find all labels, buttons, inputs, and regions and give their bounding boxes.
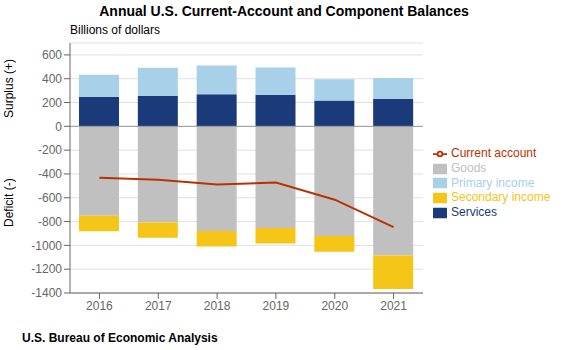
svg-text:2019: 2019: [263, 299, 290, 313]
svg-text:200: 200: [42, 96, 62, 110]
html-text:Goods: Goods: [451, 160, 487, 175]
svg-text:-1400: -1400: [31, 286, 62, 300]
svg-text:2017: 2017: [145, 299, 172, 313]
svg-text:-1200: -1200: [31, 262, 62, 276]
svg-text:0: 0: [55, 120, 62, 134]
svg-text:2020: 2020: [321, 299, 348, 313]
svg-text:2018: 2018: [204, 299, 231, 313]
html-text:Services: Services: [451, 205, 497, 220]
svg-text:400: 400: [42, 72, 62, 86]
svg-text:-400: -400: [38, 167, 62, 181]
svg-text:-200: -200: [38, 143, 62, 157]
html-text:Annual U.S. Current-Account an: Annual U.S. Current-Account and Componen…: [99, 3, 469, 19]
html-text:Deficit (-): Deficit (-): [2, 178, 16, 228]
html-text:U.S. Bureau of Economic Analys: U.S. Bureau of Economic Analysis: [22, 331, 218, 345]
svg-text:2016: 2016: [86, 299, 113, 313]
html-text:Surplus (+): Surplus (+): [2, 58, 16, 118]
html-text:Current account: Current account: [451, 145, 537, 160]
svg-text:600: 600: [42, 48, 62, 62]
svg-text:-800: -800: [38, 215, 62, 229]
svg-text:-600: -600: [38, 191, 62, 205]
svg-text:-1000: -1000: [31, 239, 62, 253]
html-text:Secondary income: Secondary income: [451, 190, 551, 205]
html-text:Billions of dollars: Billions of dollars: [70, 23, 160, 37]
html-text:Primary income: Primary income: [451, 175, 535, 190]
svg-text:2021: 2021: [380, 299, 407, 313]
